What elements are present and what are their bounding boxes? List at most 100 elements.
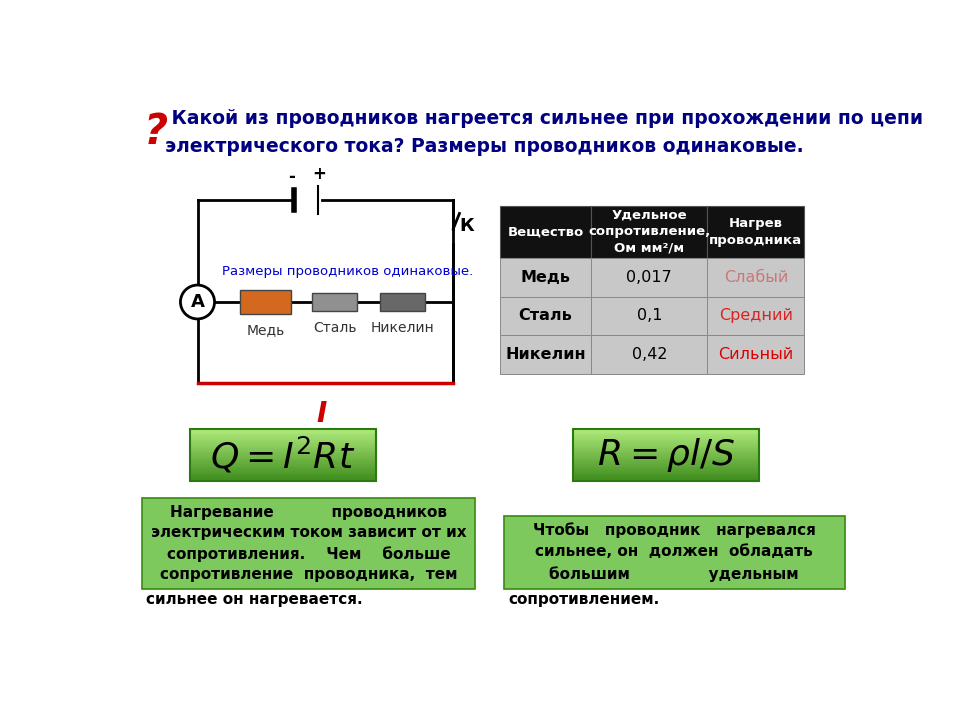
Text: Медь: Медь	[520, 270, 570, 285]
Bar	[190, 461, 375, 462]
Bar	[190, 446, 375, 449]
Bar	[573, 478, 759, 480]
Bar	[500, 206, 591, 258]
Text: сопротивления.    Чем    больше: сопротивления. Чем больше	[166, 546, 450, 562]
Bar	[573, 480, 759, 482]
Bar	[504, 516, 845, 589]
Bar	[573, 433, 759, 434]
Bar	[190, 438, 375, 439]
Bar	[591, 297, 708, 335]
Text: $R = \rho l/S$: $R = \rho l/S$	[597, 436, 735, 474]
Text: сопротивлением.: сопротивлением.	[508, 593, 660, 607]
Bar	[190, 429, 375, 482]
Bar	[142, 498, 475, 589]
Bar	[573, 454, 759, 455]
Bar	[379, 293, 424, 311]
Text: Слабый: Слабый	[724, 270, 788, 285]
Text: $Q = I^2Rt$: $Q = I^2Rt$	[210, 435, 355, 475]
Bar	[708, 297, 804, 335]
Text: ?: ?	[143, 111, 167, 153]
Text: I: I	[316, 400, 326, 428]
Bar	[573, 455, 759, 457]
Text: Медь: Медь	[246, 323, 284, 338]
Text: большим               удельным: большим удельным	[549, 566, 799, 582]
Bar	[573, 459, 759, 461]
Text: А: А	[191, 293, 204, 311]
Bar	[190, 474, 375, 476]
Text: Никелин: Никелин	[371, 321, 434, 336]
Text: Удельное
сопротивление,
Ом мм²/м: Удельное сопротивление, Ом мм²/м	[588, 209, 710, 255]
Bar	[573, 446, 759, 449]
Bar	[190, 473, 375, 474]
Bar	[190, 455, 375, 457]
Text: Сталь: Сталь	[518, 308, 572, 323]
Bar	[190, 429, 375, 431]
Bar	[190, 441, 375, 443]
Bar	[573, 450, 759, 451]
Circle shape	[180, 285, 214, 319]
Text: Средний: Средний	[719, 308, 793, 323]
Bar	[190, 457, 375, 459]
Bar	[573, 462, 759, 464]
Bar	[573, 429, 759, 482]
Bar	[190, 476, 375, 478]
Bar	[573, 467, 759, 469]
Bar	[573, 473, 759, 474]
Bar	[573, 438, 759, 439]
Bar	[500, 335, 591, 374]
Bar	[190, 449, 375, 450]
Bar	[573, 457, 759, 459]
Bar	[573, 449, 759, 450]
Text: 0,1: 0,1	[636, 308, 662, 323]
Bar	[190, 445, 375, 446]
Text: Никелин: Никелин	[505, 347, 586, 362]
Bar	[190, 443, 375, 445]
Bar	[190, 471, 375, 473]
Text: Нагревание           проводников: Нагревание проводников	[170, 505, 446, 520]
Text: 0,017: 0,017	[627, 270, 672, 285]
Bar	[573, 474, 759, 476]
Bar	[190, 464, 375, 466]
Bar	[190, 478, 375, 480]
Bar	[591, 258, 708, 297]
Bar	[573, 461, 759, 462]
Text: электрическим током зависит от их: электрическим током зависит от их	[151, 526, 467, 540]
Text: Нагрев
проводника: Нагрев проводника	[709, 217, 803, 247]
Bar	[573, 429, 759, 431]
Text: сильнее, он  должен  обладать: сильнее, он должен обладать	[536, 544, 813, 559]
Text: Размеры проводников одинаковые.: Размеры проводников одинаковые.	[223, 265, 473, 278]
Bar	[190, 434, 375, 436]
Text: Сталь: Сталь	[313, 321, 356, 336]
Bar	[190, 431, 375, 433]
Bar	[190, 454, 375, 455]
Bar	[573, 476, 759, 478]
Bar	[573, 434, 759, 436]
Text: сопротивление  проводника,  тем: сопротивление проводника, тем	[159, 567, 457, 582]
Bar	[708, 335, 804, 374]
Text: Какой из проводников нагреется сильнее при прохождении по цепи
электрического то: Какой из проводников нагреется сильнее п…	[165, 109, 924, 156]
Bar	[190, 466, 375, 467]
Bar	[190, 439, 375, 441]
Bar	[190, 469, 375, 471]
Bar	[190, 451, 375, 454]
Bar	[573, 439, 759, 441]
Bar	[573, 464, 759, 466]
Bar	[573, 445, 759, 446]
Bar	[573, 466, 759, 467]
Text: сильнее он нагревается.: сильнее он нагревается.	[146, 593, 363, 607]
Text: К: К	[460, 217, 474, 235]
Text: Сильный: Сильный	[718, 347, 794, 362]
Bar	[573, 443, 759, 445]
Bar	[190, 450, 375, 451]
Bar	[573, 431, 759, 433]
Bar	[500, 297, 591, 335]
Text: Чтобы   проводник   нагревался: Чтобы проводник нагревался	[533, 522, 816, 538]
Bar	[573, 441, 759, 443]
Bar	[708, 206, 804, 258]
Bar	[190, 433, 375, 434]
Bar	[591, 206, 708, 258]
Bar	[190, 467, 375, 469]
Bar	[573, 451, 759, 454]
Text: 0,42: 0,42	[632, 347, 667, 362]
Text: -: -	[289, 168, 296, 186]
